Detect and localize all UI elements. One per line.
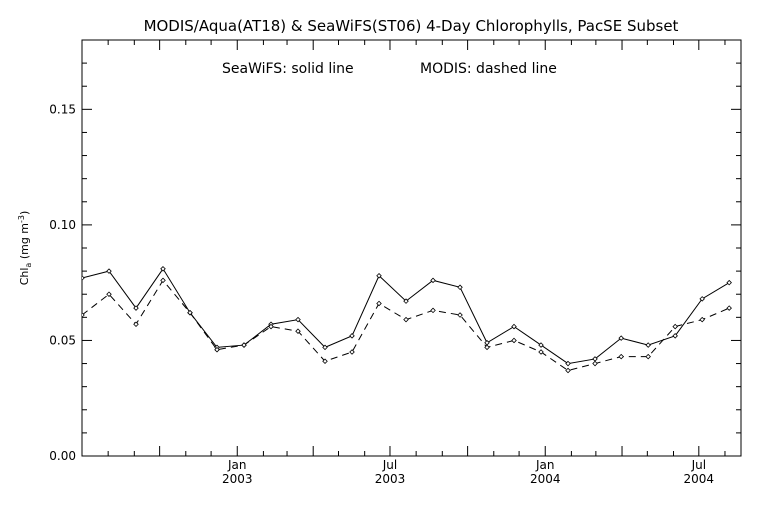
seawifs-point: [82, 275, 85, 281]
seawifs-point: [322, 344, 328, 351]
seawifs-point: [484, 339, 490, 346]
modis-point: [133, 321, 139, 328]
seawifs-point: [106, 268, 112, 274]
x-tick-label-year: 2003: [222, 472, 253, 486]
modis-point: [322, 358, 328, 365]
seawifs-point: [295, 316, 301, 323]
y-tick-label: 0.00: [49, 449, 76, 463]
y-axis: 0.00 0.05 0.10 0.15: [49, 62, 741, 463]
modis-point: [295, 328, 301, 334]
y-axis-label: Chla (mg m-3): [17, 211, 33, 286]
modis-point: [699, 316, 705, 323]
modis-point: [726, 305, 732, 311]
chart-title: MODIS/Aqua(AT18) & SeaWiFS(ST06) 4-Day C…: [144, 17, 679, 35]
seawifs-point: [457, 284, 463, 291]
modis-point: [618, 353, 624, 360]
modis-point: [160, 277, 166, 284]
seawifs-point: [699, 296, 705, 302]
modis-point: [538, 349, 544, 355]
seawifs-point: [618, 335, 624, 341]
modis-point: [484, 344, 490, 351]
modis-point: [511, 337, 517, 344]
modis-point: [106, 291, 112, 297]
modis-point: [430, 307, 436, 314]
modis-point: [376, 300, 382, 307]
seawifs-point: [133, 305, 139, 311]
modis-point: [82, 312, 85, 318]
annotation-modis: MODIS: dashed line: [420, 61, 557, 77]
seawifs-point: [565, 360, 571, 367]
seawifs-point: [430, 277, 436, 284]
annotation-seawifs: SeaWiFS: solid line: [222, 61, 354, 77]
modis-point: [565, 367, 571, 374]
plot-frame: [81, 39, 742, 457]
x-tick-label-month: Jan: [535, 458, 555, 472]
x-tick-label-year: 2004: [530, 472, 561, 486]
seawifs-point: [511, 323, 517, 330]
y-tick-label: 0.10: [49, 218, 76, 232]
x-tick-label-month: Jul: [382, 458, 397, 472]
seawifs-point: [672, 333, 678, 339]
modis-point: [403, 316, 409, 323]
seawifs-point: [349, 333, 355, 339]
x-tick-label-year: 2003: [375, 472, 406, 486]
seawifs-point: [645, 342, 651, 348]
seawifs-point: [403, 298, 409, 304]
modis-point: [187, 309, 193, 316]
modis-point: [592, 360, 598, 367]
seawifs-point: [160, 266, 166, 272]
modis-point: [645, 353, 651, 360]
series-seawifs: [82, 266, 732, 367]
modis-point: [349, 349, 355, 355]
y-tick-label: 0.05: [49, 333, 76, 347]
x-tick-label-month: Jul: [691, 458, 706, 472]
modis-point: [268, 323, 274, 330]
seawifs-point: [538, 342, 544, 348]
y-tick-label: 0.15: [49, 102, 76, 116]
modis-point: [672, 323, 678, 330]
seawifs-point: [726, 279, 732, 286]
seawifs-point: [376, 272, 382, 279]
series-modis: [82, 277, 732, 374]
modis-line: [82, 279, 730, 372]
modis-point: [214, 346, 220, 353]
modis-point: [457, 312, 463, 318]
seawifs-line: [82, 267, 730, 365]
x-tick-label-month: Jan: [227, 458, 247, 472]
series-layer: [82, 266, 732, 374]
x-tick-label-year: 2004: [684, 472, 715, 486]
modis-point: [241, 342, 247, 348]
